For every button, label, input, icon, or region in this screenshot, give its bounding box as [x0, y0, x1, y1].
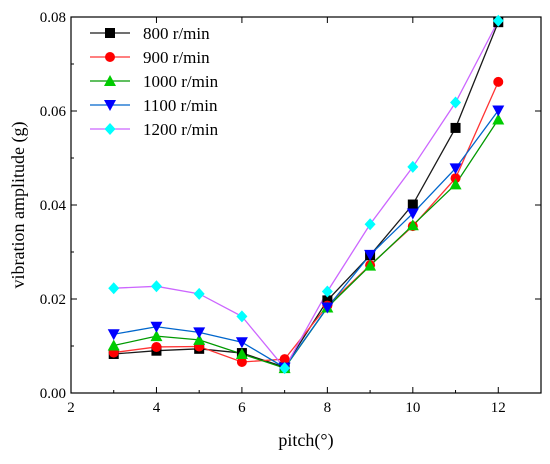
data-point [193, 327, 206, 339]
data-point [364, 259, 377, 271]
series-lines [113, 20, 499, 370]
data-point [235, 337, 248, 349]
legend-label: 1000 r/min [143, 72, 219, 91]
series-line [113, 81, 499, 363]
data-point [450, 96, 462, 109]
data-point [321, 302, 334, 314]
series-markers [107, 14, 505, 375]
data-point [450, 122, 461, 133]
series-line [113, 21, 499, 368]
data-point [406, 208, 419, 220]
data-point [493, 76, 504, 87]
legend-marker [104, 123, 116, 135]
data-point [364, 218, 376, 231]
x-tick-label: 12 [491, 400, 506, 416]
data-point [322, 295, 333, 306]
x-tick-label: 10 [405, 400, 420, 416]
data-point [406, 219, 419, 231]
y-tick-label: 0.00 [40, 386, 66, 402]
legend-label: 1100 r/min [143, 96, 218, 115]
data-point [321, 285, 333, 298]
data-point [364, 249, 377, 261]
x-tick-label: 6 [238, 400, 246, 416]
legend-label: 800 r/min [143, 24, 210, 43]
y-tick-label: 0.08 [40, 10, 66, 26]
data-point [492, 105, 505, 117]
data-point [449, 163, 462, 175]
legend-marker [105, 28, 115, 38]
data-point [449, 178, 462, 190]
data-point [492, 113, 505, 125]
data-point [236, 356, 247, 367]
x-tick-label: 8 [324, 400, 332, 416]
data-point [279, 354, 290, 365]
data-point [193, 333, 206, 345]
series-line [113, 20, 499, 370]
x-axis-title: pitch(°) [278, 430, 333, 451]
data-point [150, 330, 163, 342]
data-point [151, 341, 162, 352]
data-point [450, 173, 461, 184]
y-tick-label: 0.04 [40, 198, 67, 214]
data-point [108, 282, 120, 295]
x-tick-label: 4 [153, 400, 161, 416]
legend: 800 r/min 900 r/min 1000 r/min 1100 r/min 12… [90, 24, 219, 139]
series-line [113, 110, 499, 369]
legend-marker [104, 100, 116, 111]
y-tick-label: 0.02 [40, 292, 66, 308]
data-point [150, 280, 162, 293]
data-point [407, 199, 418, 210]
data-point [107, 329, 120, 341]
data-point [193, 287, 205, 300]
legend-label: 1200 r/min [143, 120, 219, 139]
data-point [235, 347, 248, 359]
legend-marker [105, 52, 115, 62]
data-point [407, 160, 419, 173]
data-point [150, 321, 163, 333]
axes: 2 4 6 8 10 12 0.00 0.02 0.04 0.06 0.08 [40, 10, 542, 416]
data-point [236, 310, 248, 323]
data-point [279, 362, 291, 375]
y-axis-title: vibration amplitude (g) [8, 122, 29, 289]
x-tick-label: 2 [67, 400, 75, 416]
legend-marker [104, 75, 116, 86]
y-tick-label: 0.06 [40, 104, 67, 120]
data-point [492, 14, 504, 27]
legend-label: 900 r/min [143, 48, 210, 67]
data-point [107, 339, 120, 351]
